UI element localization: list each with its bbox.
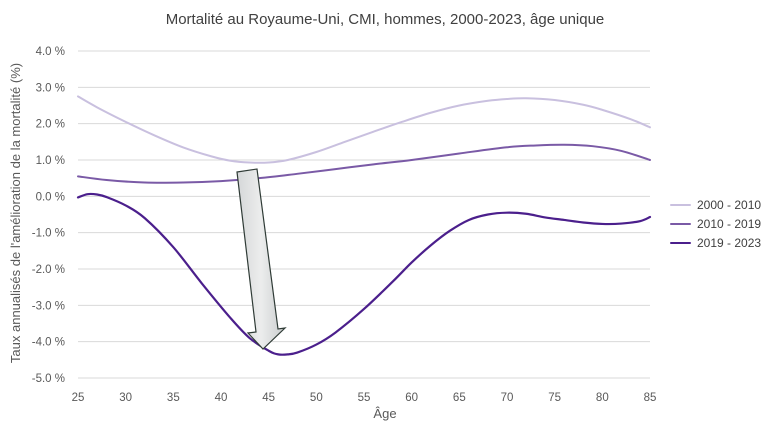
y-tick-label: 1.0 % (36, 155, 65, 167)
series-lines (76, 95, 652, 356)
legend: 2000 - 2010 2010 - 2019 2019 - 2023 (670, 198, 761, 250)
x-tick-label: 55 (358, 392, 371, 404)
y-tick-label: 2.0 % (36, 119, 65, 131)
x-tick-label: 50 (310, 392, 323, 404)
y-tick-label: -3.0 % (32, 300, 65, 312)
y-tick-label: -5.0 % (32, 373, 65, 385)
x-tick-label: 40 (215, 392, 228, 404)
chart-title: Mortalité au Royaume-Uni, CMI, hommes, 2… (166, 11, 605, 28)
y-axis-ticks: 4.0 % 3.0 % 2.0 % 1.0 % 0.0 % -1.0 % -2.0 % -3.… (32, 46, 65, 385)
x-tick-label: 75 (548, 392, 561, 404)
y-tick-label: 4.0 % (36, 46, 65, 58)
x-tick-label: 35 (167, 392, 180, 404)
x-tick-label: 60 (405, 392, 418, 404)
y-tick-label: -4.0 % (32, 337, 65, 349)
x-tick-label: 30 (119, 392, 132, 404)
y-tick-label: 0.0 % (36, 191, 65, 203)
legend-label: 2000 - 2010 (697, 198, 761, 212)
y-tick-label: -1.0 % (32, 228, 65, 240)
grid-lines (78, 50, 650, 379)
x-tick-label: 25 (72, 392, 85, 404)
y-axis-label: Taux annualisés de l'amélioration de la … (8, 63, 23, 363)
x-tick-label: 45 (262, 392, 275, 404)
x-tick-label: 65 (453, 392, 466, 404)
series-line-3 (76, 192, 652, 356)
x-tick-label: 85 (644, 392, 657, 404)
y-tick-label: -2.0 % (32, 264, 65, 276)
legend-label: 2019 - 2023 (697, 236, 761, 250)
x-axis-label: Âge (373, 406, 396, 421)
legend-label: 2010 - 2019 (697, 217, 761, 231)
x-axis-ticks: 25 30 35 40 45 50 55 60 65 70 75 80 85 (72, 392, 657, 404)
series-line-1 (77, 95, 651, 164)
series-line-2 (77, 143, 651, 184)
y-tick-label: 3.0 % (36, 82, 65, 94)
down-arrow-annotation (236, 168, 287, 350)
x-tick-label: 70 (501, 392, 514, 404)
x-tick-label: 80 (596, 392, 609, 404)
